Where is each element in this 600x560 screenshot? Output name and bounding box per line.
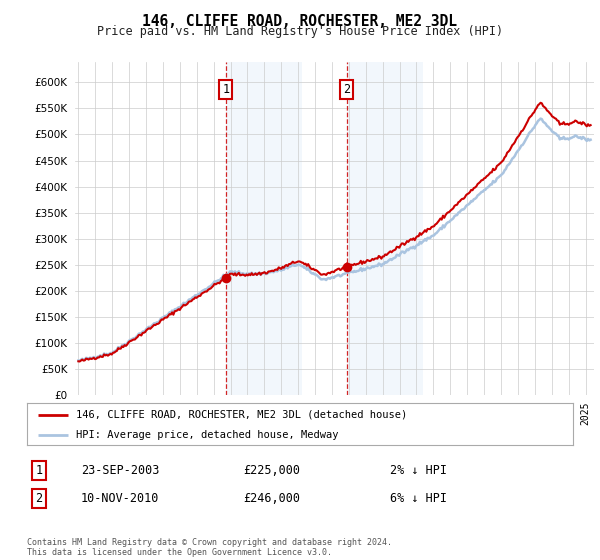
- Text: Contains HM Land Registry data © Crown copyright and database right 2024.
This d: Contains HM Land Registry data © Crown c…: [27, 538, 392, 557]
- Bar: [347, 62, 422, 395]
- Text: £225,000: £225,000: [243, 464, 300, 477]
- Text: 1: 1: [223, 83, 230, 96]
- Text: 10-NOV-2010: 10-NOV-2010: [81, 492, 160, 505]
- Text: HPI: Average price, detached house, Medway: HPI: Average price, detached house, Medw…: [76, 430, 338, 440]
- Text: 23-SEP-2003: 23-SEP-2003: [81, 464, 160, 477]
- Bar: [226, 62, 302, 395]
- Text: 2: 2: [343, 83, 350, 96]
- Text: 146, CLIFFE ROAD, ROCHESTER, ME2 3DL: 146, CLIFFE ROAD, ROCHESTER, ME2 3DL: [143, 14, 458, 29]
- Text: 2: 2: [35, 492, 43, 505]
- Text: 6% ↓ HPI: 6% ↓ HPI: [390, 492, 447, 505]
- Text: 1: 1: [35, 464, 43, 477]
- Text: 2% ↓ HPI: 2% ↓ HPI: [390, 464, 447, 477]
- Text: £246,000: £246,000: [243, 492, 300, 505]
- Text: Price paid vs. HM Land Registry's House Price Index (HPI): Price paid vs. HM Land Registry's House …: [97, 25, 503, 38]
- Text: 146, CLIFFE ROAD, ROCHESTER, ME2 3DL (detached house): 146, CLIFFE ROAD, ROCHESTER, ME2 3DL (de…: [76, 410, 407, 420]
